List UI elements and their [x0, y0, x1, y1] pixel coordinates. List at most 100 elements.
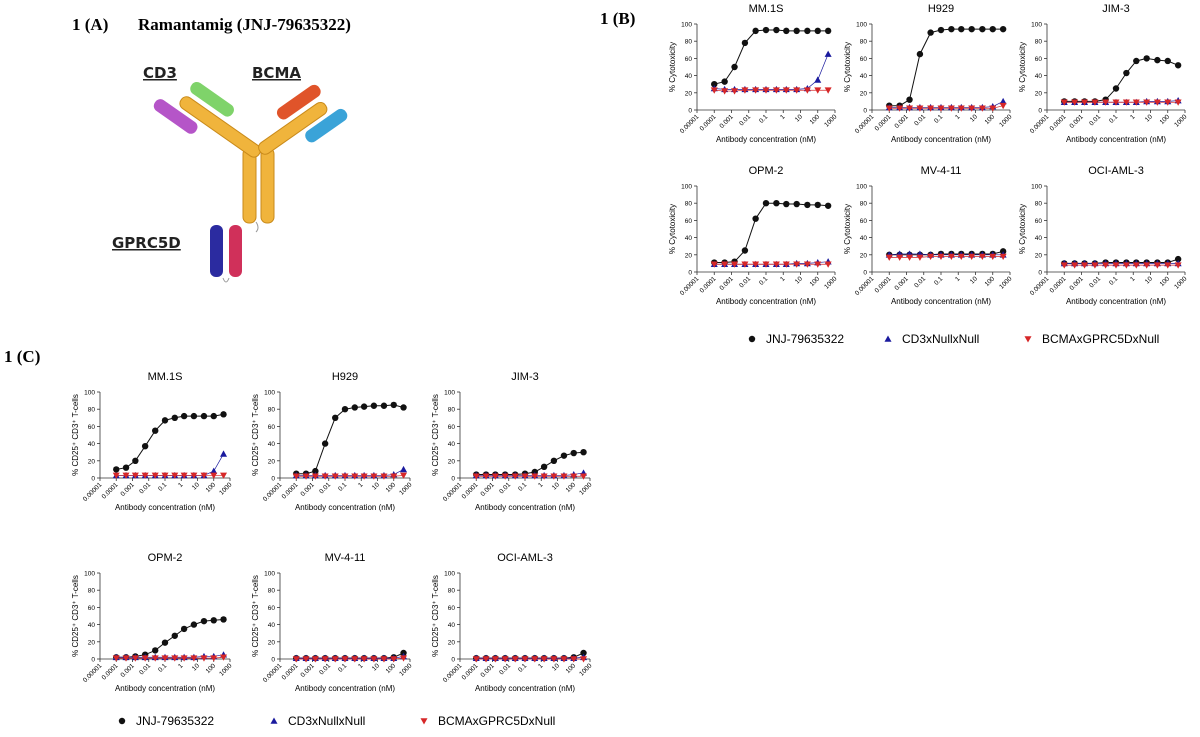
marker: [1091, 99, 1099, 106]
x-tick-label: 0.0001: [1049, 275, 1068, 294]
x-tick-label: 1: [779, 113, 787, 121]
y-tick-label: 80: [448, 588, 456, 595]
marker: [1153, 262, 1161, 269]
x-tick-label: 0.1: [1108, 113, 1120, 125]
x-tick-label: 1000: [398, 662, 413, 677]
marker: [321, 440, 329, 447]
marker: [885, 105, 893, 112]
marker: [521, 656, 529, 663]
y-tick-label: 20: [1035, 252, 1043, 259]
marker: [550, 473, 558, 480]
y-tick-label: 60: [685, 218, 693, 225]
marker: [141, 655, 149, 662]
x-tick-label: 1: [177, 481, 185, 489]
marker: [710, 87, 718, 94]
y-tick-label: 60: [860, 218, 868, 225]
marker: [570, 473, 578, 480]
legend-marker: [270, 717, 278, 724]
marker: [580, 473, 588, 480]
marker: [190, 655, 198, 662]
x-axis-label: Antibody concentration (nM): [891, 135, 991, 144]
x-tick-label: 0.001: [299, 662, 316, 679]
legend-label: JNJ-79635322: [136, 714, 214, 728]
marker: [161, 472, 169, 479]
x-tick-label: 10: [551, 662, 561, 672]
marker: [200, 655, 208, 662]
x-tick-label: 0.01: [318, 662, 332, 676]
y-tick-label: 20: [860, 90, 868, 97]
y-axis-label: % CD25⁺ CD3⁺ T-cells: [251, 575, 260, 657]
marker: [989, 25, 996, 33]
x-tick-label: 100: [205, 662, 218, 675]
x-tick-label: 10: [969, 113, 979, 123]
y-tick-label: 0: [863, 270, 867, 277]
marker: [906, 96, 913, 103]
marker: [752, 87, 760, 94]
x-tick-label: 0.00001: [1029, 275, 1051, 297]
marker: [570, 656, 578, 663]
x-tick-label: 0.001: [299, 481, 316, 498]
marker: [472, 656, 480, 663]
marker: [540, 473, 548, 480]
legend-label: BCMAxGPRC5DxNull: [438, 714, 555, 728]
x-tick-label: 0.01: [738, 113, 752, 127]
legend-marker: [118, 717, 126, 725]
marker: [112, 655, 120, 662]
y-tick-label: 20: [268, 458, 276, 465]
marker: [1102, 262, 1110, 269]
marker: [1122, 262, 1130, 269]
x-tick-label: 0.001: [1068, 113, 1085, 130]
arm-label: GPRC5D: [112, 234, 181, 252]
series-line: [476, 451, 584, 476]
marker: [1112, 262, 1120, 269]
marker: [341, 473, 349, 480]
marker: [741, 39, 749, 47]
y-tick-label: 40: [448, 622, 456, 629]
marker: [1174, 262, 1182, 269]
legend-marker: [1024, 336, 1032, 343]
y-tick-label: 40: [1035, 73, 1043, 80]
marker: [752, 261, 760, 268]
marker: [958, 25, 965, 33]
x-axis-label: Antibody concentration (nM): [1066, 297, 1166, 306]
y-tick-label: 20: [685, 252, 693, 259]
y-tick-label: 80: [860, 201, 868, 208]
marker: [937, 105, 945, 112]
marker: [1071, 99, 1079, 106]
marker: [531, 656, 539, 663]
y-tick-label: 0: [863, 108, 867, 115]
marker: [560, 473, 568, 480]
x-tick-label: 0.0001: [101, 481, 120, 500]
series-line: [116, 618, 224, 658]
x-tick-label: 0.1: [157, 481, 169, 493]
y-tick-label: 100: [856, 184, 867, 191]
x-tick-label: 0.0001: [461, 662, 480, 681]
y-tick-label: 100: [444, 390, 455, 397]
marker: [112, 472, 120, 479]
marker: [793, 27, 800, 35]
x-tick-label: 0.001: [1068, 275, 1085, 292]
y-tick-label: 0: [451, 476, 455, 483]
marker: [999, 97, 1007, 105]
x-tick-label: 0.1: [933, 275, 945, 287]
x-axis-label: Antibody concentration (nM): [891, 297, 991, 306]
y-tick-label: 20: [448, 458, 456, 465]
subplot-title: H929: [928, 3, 954, 15]
x-tick-label: 1: [954, 275, 962, 283]
y-tick-label: 100: [1031, 22, 1042, 29]
marker: [762, 87, 770, 94]
marker: [151, 655, 159, 662]
marker: [482, 656, 490, 663]
marker: [824, 50, 832, 57]
y-tick-label: 100: [84, 390, 95, 397]
marker: [190, 412, 198, 420]
legend-label: JNJ-79635322: [766, 332, 844, 346]
marker: [220, 411, 227, 418]
marker: [580, 449, 587, 456]
marker: [1174, 255, 1182, 263]
x-tick-label: 1000: [578, 481, 593, 496]
marker: [957, 105, 965, 112]
subplot-title: H929: [332, 371, 358, 383]
marker: [1164, 262, 1172, 269]
legend-label: CD3xNullxNull: [288, 714, 365, 728]
